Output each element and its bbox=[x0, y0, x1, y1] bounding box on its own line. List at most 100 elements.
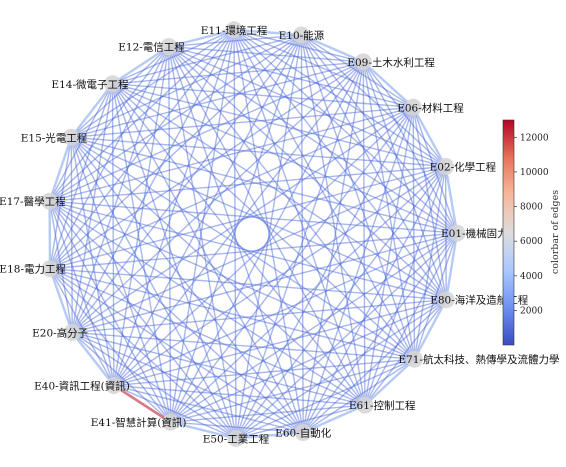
edge bbox=[300, 34, 458, 234]
edge bbox=[70, 136, 304, 433]
edge bbox=[233, 29, 447, 301]
node-label-n18: E14-微電子工程 bbox=[51, 78, 129, 91]
node-label-n15: E18-電力工程 bbox=[0, 263, 66, 276]
edge bbox=[49, 61, 364, 270]
edge bbox=[72, 331, 366, 406]
node-label-n5: E02-化學工程 bbox=[430, 161, 497, 174]
edge bbox=[170, 232, 458, 423]
node-label-n2: E10-能源 bbox=[279, 29, 325, 42]
edge bbox=[71, 331, 304, 434]
edge bbox=[49, 106, 414, 270]
edge bbox=[169, 29, 235, 423]
edge bbox=[412, 106, 447, 168]
edge bbox=[235, 61, 364, 439]
edge bbox=[170, 358, 415, 423]
node-label-n9: E61-控制工程 bbox=[349, 399, 416, 412]
edge bbox=[71, 34, 302, 138]
node-label-n3: E09-土木水利工程 bbox=[347, 56, 435, 69]
edge bbox=[49, 200, 415, 360]
node-n14 bbox=[63, 323, 81, 341]
edge bbox=[72, 331, 415, 360]
edge bbox=[235, 299, 447, 439]
node-n1 bbox=[225, 21, 243, 39]
edge bbox=[235, 34, 303, 439]
edge bbox=[170, 421, 304, 434]
edge bbox=[413, 232, 458, 360]
edge bbox=[48, 268, 74, 333]
edge bbox=[112, 83, 414, 108]
edge bbox=[71, 106, 414, 333]
edge bbox=[113, 29, 235, 386]
edge bbox=[445, 232, 459, 300]
edge bbox=[71, 83, 114, 333]
edge bbox=[413, 299, 448, 360]
colorbar: 2000 4000 6000 8000 10000 12000 colorbar of e… bbox=[502, 119, 561, 346]
edge bbox=[300, 34, 447, 301]
edge bbox=[233, 29, 446, 168]
edge bbox=[444, 166, 447, 300]
edge bbox=[113, 384, 237, 440]
edge bbox=[168, 46, 415, 360]
edge bbox=[412, 107, 458, 234]
edge bbox=[412, 107, 447, 300]
edge bbox=[444, 166, 459, 234]
edge bbox=[49, 46, 170, 270]
edge bbox=[48, 200, 172, 423]
edge bbox=[49, 29, 235, 202]
node-n3 bbox=[354, 53, 372, 71]
edge bbox=[169, 34, 303, 423]
edge bbox=[233, 29, 416, 360]
edge bbox=[49, 200, 237, 439]
node-label-n17: E15-光電工程 bbox=[21, 131, 88, 144]
edge bbox=[168, 46, 237, 439]
edge bbox=[111, 83, 115, 386]
edge bbox=[71, 106, 414, 138]
edge bbox=[113, 358, 415, 387]
edge bbox=[48, 200, 115, 386]
node-label-n13: E40-資訊工程(資訊) bbox=[34, 380, 130, 393]
edge bbox=[72, 232, 458, 334]
edge bbox=[168, 46, 458, 234]
edge bbox=[70, 29, 235, 138]
nodes bbox=[41, 21, 466, 447]
node-n13 bbox=[105, 377, 123, 394]
colorbar-tick-label: 6000 bbox=[520, 237, 543, 247]
edge-highlighted bbox=[113, 384, 172, 424]
edge bbox=[300, 34, 304, 433]
edge bbox=[233, 29, 364, 63]
edge bbox=[362, 61, 416, 360]
edge bbox=[302, 166, 447, 433]
edge bbox=[235, 232, 458, 439]
edge bbox=[168, 34, 302, 48]
edge bbox=[113, 61, 364, 386]
edge bbox=[233, 29, 414, 108]
colorbar-tick-label: 4000 bbox=[520, 272, 543, 282]
edge bbox=[169, 61, 364, 423]
edge bbox=[49, 200, 447, 301]
edge bbox=[70, 136, 237, 439]
edge bbox=[302, 358, 415, 434]
edge bbox=[72, 299, 447, 334]
edge bbox=[300, 34, 447, 168]
node-label-n10: E60-自動化 bbox=[275, 427, 332, 440]
edge bbox=[302, 404, 366, 434]
edge bbox=[71, 136, 447, 301]
node-n4 bbox=[404, 98, 422, 116]
edge bbox=[301, 34, 414, 108]
edge bbox=[49, 268, 115, 386]
edge bbox=[70, 136, 415, 360]
edge bbox=[49, 61, 364, 202]
edge bbox=[113, 165, 446, 387]
edge bbox=[70, 137, 172, 423]
edge bbox=[49, 268, 415, 360]
edge bbox=[70, 46, 170, 138]
edge bbox=[111, 83, 237, 439]
edge bbox=[362, 61, 447, 167]
node-n8 bbox=[405, 350, 423, 368]
edge bbox=[49, 268, 304, 434]
edge bbox=[49, 200, 304, 434]
edges bbox=[48, 28, 459, 440]
node-label-n16: E17-醫學工程 bbox=[0, 195, 66, 208]
edge bbox=[71, 331, 171, 423]
